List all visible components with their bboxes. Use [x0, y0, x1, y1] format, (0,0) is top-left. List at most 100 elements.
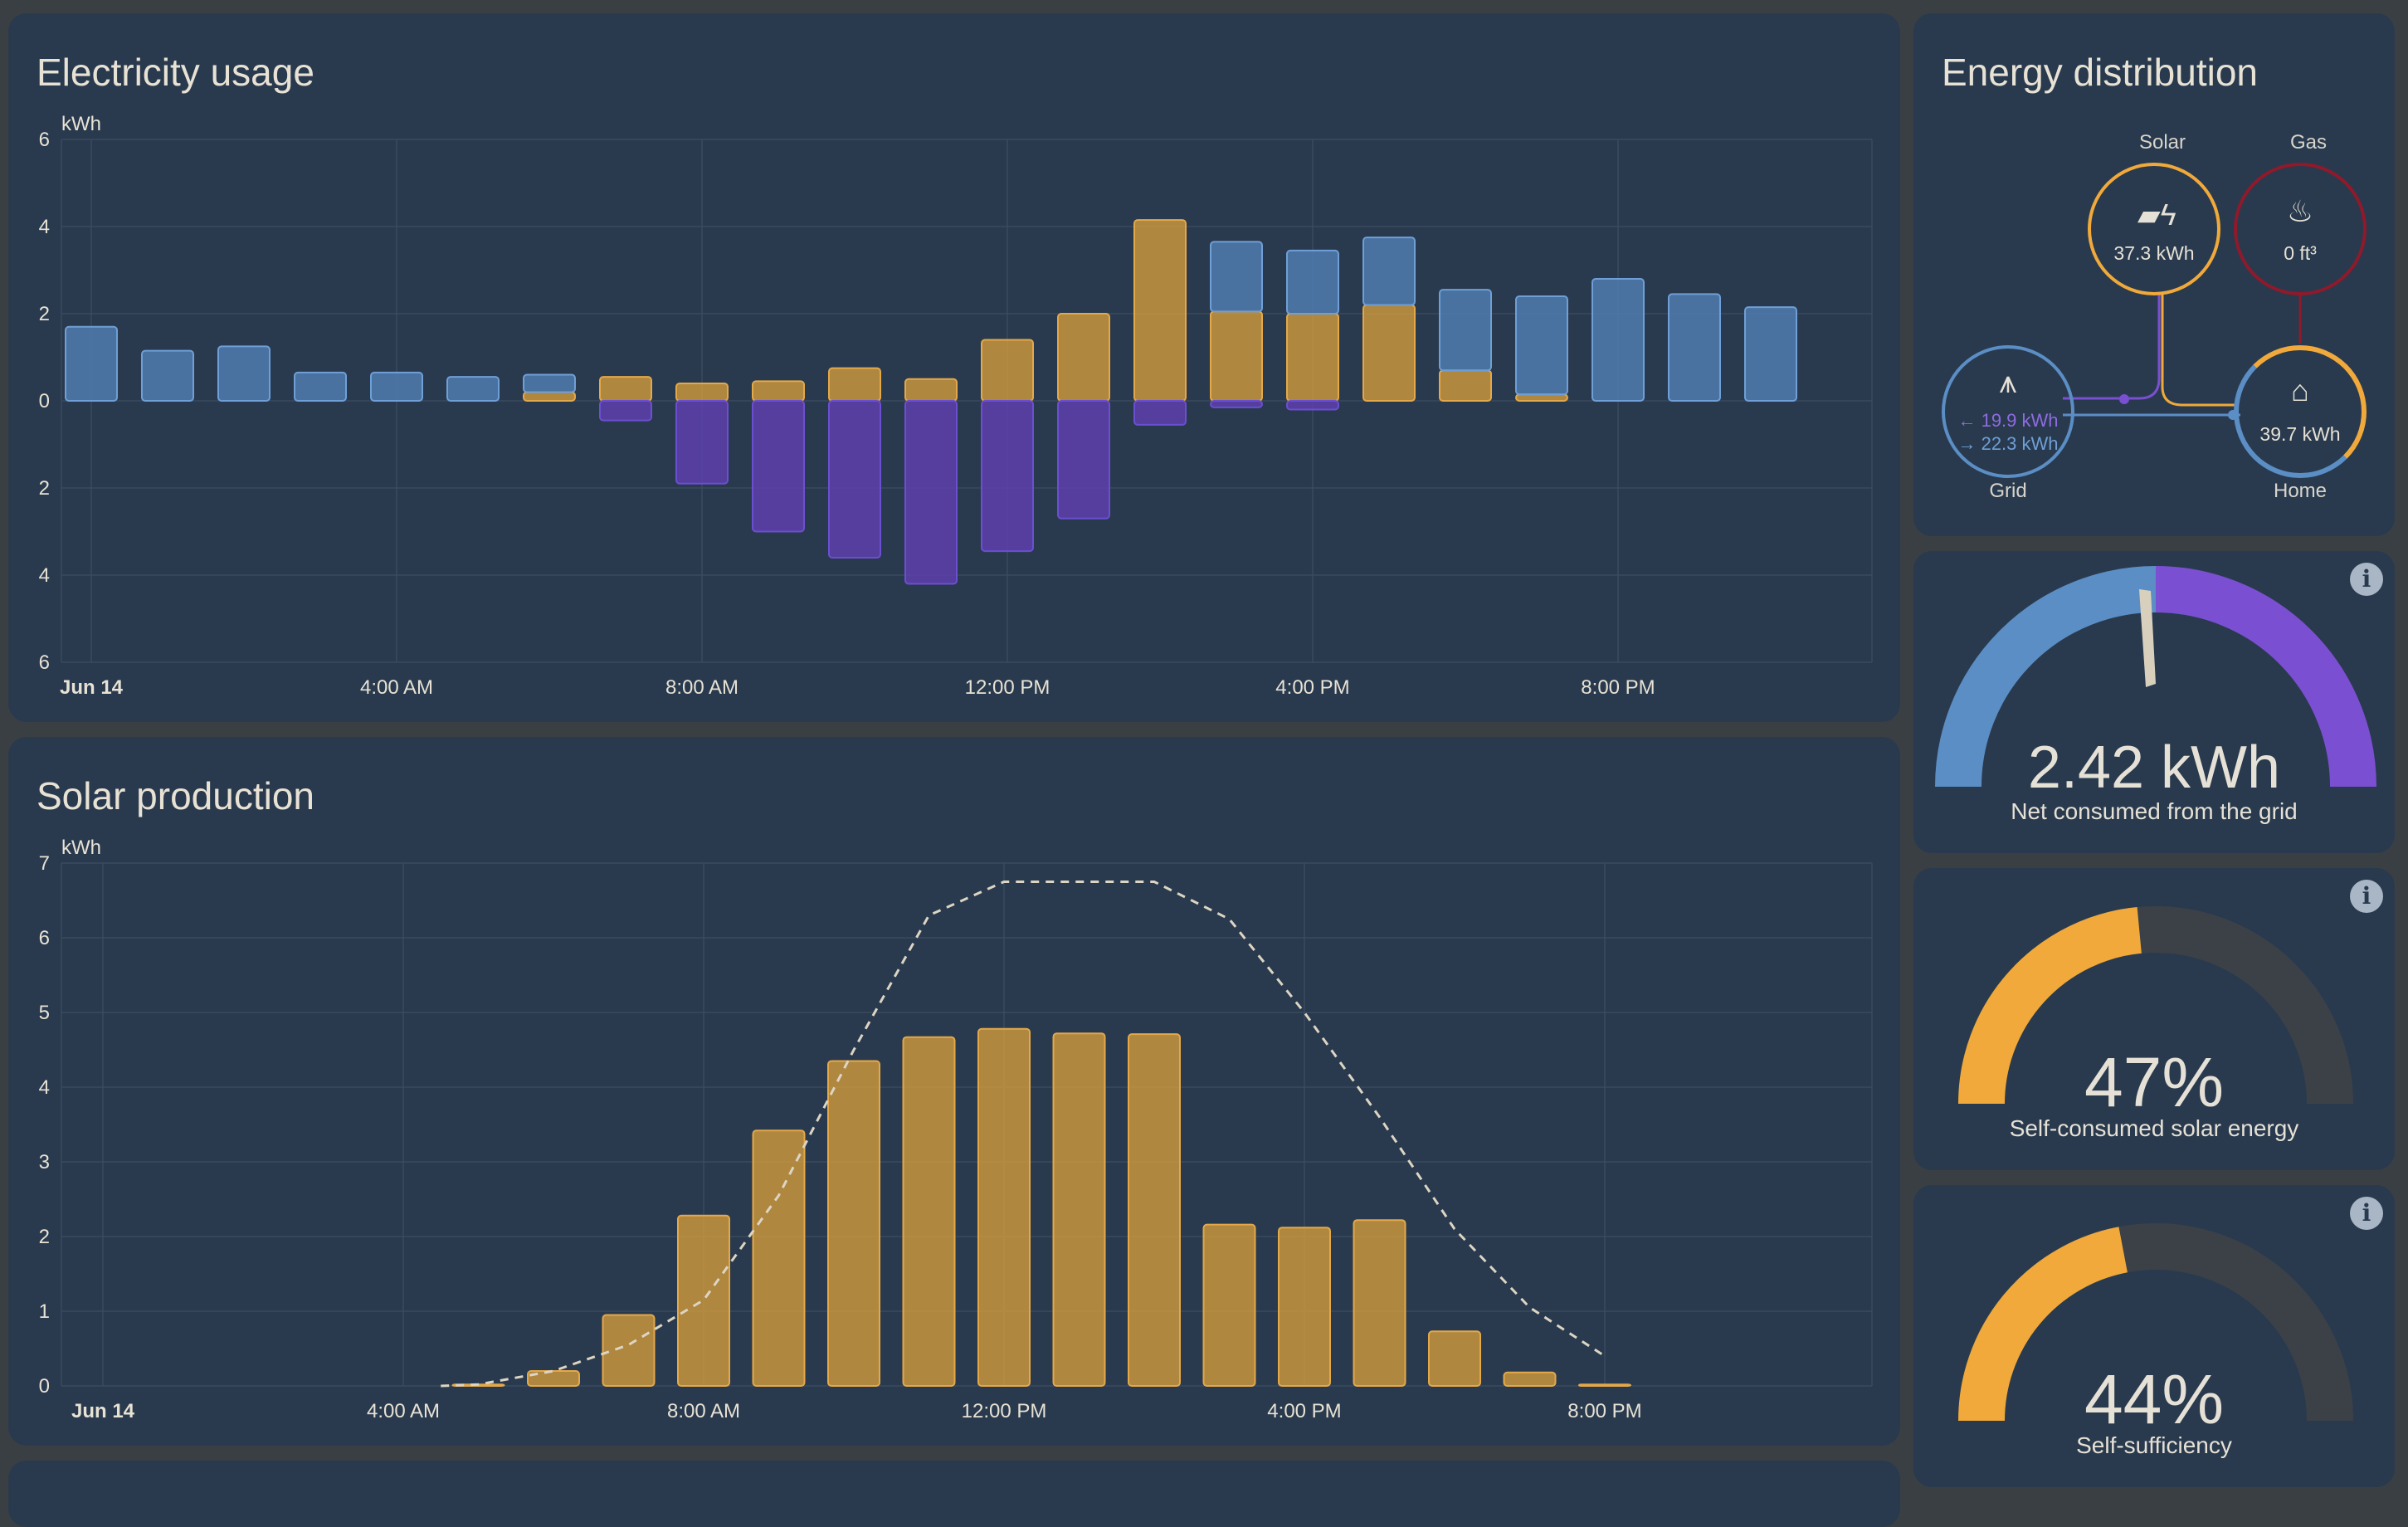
solar-production-bar — [527, 1370, 580, 1387]
return-to-grid-bar — [1133, 400, 1187, 426]
solar-production-bar — [677, 1214, 730, 1387]
y-tick-label: 2 — [39, 477, 50, 500]
solar-production-bar — [1428, 1330, 1481, 1387]
x-tick-label: 8:00 AM — [665, 676, 738, 699]
self-sufficiency-gauge — [1958, 1223, 2353, 1422]
x-tick-label: 8:00 PM — [1567, 1400, 1641, 1422]
return-to-grid-bar — [828, 400, 881, 559]
grid-consumption-bar — [294, 371, 347, 402]
flame-icon: ♨ — [2286, 194, 2314, 228]
x-tick-label: 8:00 AM — [667, 1400, 740, 1422]
solar-consumption-bar — [1362, 304, 1416, 402]
grid-consumption-bar — [217, 345, 271, 402]
net-grid-label: Net consumed from the grid — [2011, 798, 2298, 824]
self-sufficiency-value: 44% — [2084, 1360, 2225, 1438]
solar-panel-icon: ▰ϟ — [2137, 198, 2176, 232]
solar-consumption-bar — [1439, 369, 1492, 402]
home-node-value: 39.7 kWh — [2259, 423, 2341, 445]
self-consumed-gauge-card: i 47% Self-consumed solar energy — [1913, 868, 2395, 1170]
solar-production-bar — [752, 1129, 806, 1387]
x-tick-label: 4:00 AM — [367, 1400, 440, 1422]
grid-out-value: → 22.3 kWh — [1957, 433, 2059, 454]
solar-node[interactable]: ▰ϟ 37.3 kWh — [2088, 163, 2220, 295]
return-to-grid-bar — [675, 400, 729, 485]
grid-consumption-bar — [1668, 293, 1721, 402]
y-tick-label: 7 — [39, 852, 50, 875]
grid-consumption-bar — [141, 349, 194, 402]
net-grid-gauge — [1935, 566, 2376, 788]
solar-consumption-bar — [523, 391, 576, 402]
return-to-grid-bar — [752, 400, 805, 533]
grid-node[interactable]: ⩚ ← 19.9 kWh → 22.3 kWh — [1942, 345, 2074, 478]
self-consumed-gauge — [1958, 906, 2353, 1105]
grid-consumption-bar — [523, 373, 576, 393]
return-to-grid-bar — [981, 400, 1034, 553]
solar-consumption-bar — [828, 367, 881, 402]
info-icon[interactable]: i — [2350, 1197, 2383, 1230]
solar-production-bar — [1353, 1219, 1406, 1388]
gas-node-value: 0 ft³ — [2284, 242, 2317, 264]
return-to-grid-bar — [599, 400, 652, 422]
solar-consumption-bar — [981, 339, 1034, 402]
x-tick-label: 4:00 AM — [360, 676, 433, 699]
solar-consumption-bar — [599, 376, 652, 402]
y-tick-label: 6 — [39, 129, 50, 151]
grid-consumption-bar — [446, 376, 500, 402]
return-to-grid-bar — [1286, 400, 1339, 411]
y-tick-label: 6 — [39, 651, 50, 674]
y-tick-label: 4 — [39, 216, 50, 238]
solar-unit: kWh — [61, 837, 101, 859]
solar-production-bar — [1128, 1033, 1181, 1387]
return-to-grid-bar — [904, 400, 958, 585]
grid-node-label: Grid — [1989, 480, 2027, 502]
solar-consumption-bar — [1515, 393, 1568, 402]
self-consumed-label: Self-consumed solar energy — [2009, 1115, 2299, 1141]
solar-production-bar — [1578, 1383, 1631, 1388]
y-tick-label: 4 — [39, 1076, 50, 1099]
partial-card — [8, 1461, 1900, 1527]
gauge-fill — [1958, 1227, 2128, 1422]
x-tick-label: Jun 14 — [71, 1400, 135, 1422]
solar-consumption-bar — [1210, 310, 1263, 402]
solar-production-bar — [1202, 1223, 1256, 1387]
solar-consumption-bar — [1133, 219, 1187, 402]
y-tick-label: 2 — [39, 1226, 50, 1248]
return-to-grid-bar — [1057, 400, 1110, 520]
forecast-line — [441, 881, 1606, 1388]
home-icon: ⌂ — [2291, 373, 2309, 407]
gas-node-label: Gas — [2289, 131, 2327, 154]
solar-consumption-bar — [904, 378, 958, 402]
self-consumed-value: 47% — [2084, 1043, 2225, 1121]
grid-consumption-bar — [370, 371, 423, 402]
solar-consumption-bar — [675, 383, 729, 402]
transmission-tower-icon: ⩚ — [1999, 365, 2017, 400]
y-tick-label: 6 — [39, 927, 50, 949]
grid-consumption-bar — [1210, 241, 1263, 313]
distribution-flow-lines — [2063, 294, 2302, 420]
solar-production-bar — [902, 1036, 956, 1387]
x-tick-label: 4:00 PM — [1275, 676, 1349, 699]
net-grid-value: 2.42 kWh — [2027, 734, 2281, 801]
net-grid-gauge-card: i 2.42 kWh Net consumed from the grid — [1913, 551, 2395, 853]
info-icon[interactable]: i — [2350, 563, 2383, 596]
y-tick-label: 3 — [39, 1151, 50, 1173]
electricity-usage-title: Electricity usage — [37, 51, 314, 94]
home-node-label: Home — [2273, 480, 2328, 502]
solar-production-chart[interactable]: 0 1 2 3 4 5 6 7 Jun 14 4:00 AM 8:00 AM 12:00 PM 4:00… — [8, 737, 1900, 1446]
electricity-usage-chart[interactable]: 6 4 2 0 2 4 6 Jun 14 4:00 AM 8:00 AM 12:00 PM 4:00 … — [8, 13, 1900, 722]
electricity-usage-card: Electricity usage kWh 6 4 2 0 2 4 6 Jun 14 4:00 … — [8, 13, 1900, 722]
grid-consumption-bar — [1362, 237, 1416, 306]
solar-production-bar — [1503, 1371, 1557, 1387]
info-icon[interactable]: i — [2350, 880, 2383, 913]
x-tick-label: 12:00 PM — [962, 1400, 1047, 1422]
x-tick-label: 12:00 PM — [965, 676, 1050, 699]
electricity-unit: kWh — [61, 113, 101, 135]
self-sufficiency-label: Self-sufficiency — [2076, 1432, 2232, 1458]
solar-consumption-bar — [1057, 313, 1110, 402]
solar-production-bar — [1052, 1032, 1106, 1387]
gas-node[interactable]: ♨ 0 ft³ — [2234, 163, 2367, 295]
y-tick-label: 0 — [39, 390, 50, 412]
solar-consumption-bar — [752, 380, 805, 402]
home-node[interactable]: ⌂ 39.7 kWh — [2234, 345, 2367, 478]
grid-consumption-bar — [1515, 295, 1568, 396]
